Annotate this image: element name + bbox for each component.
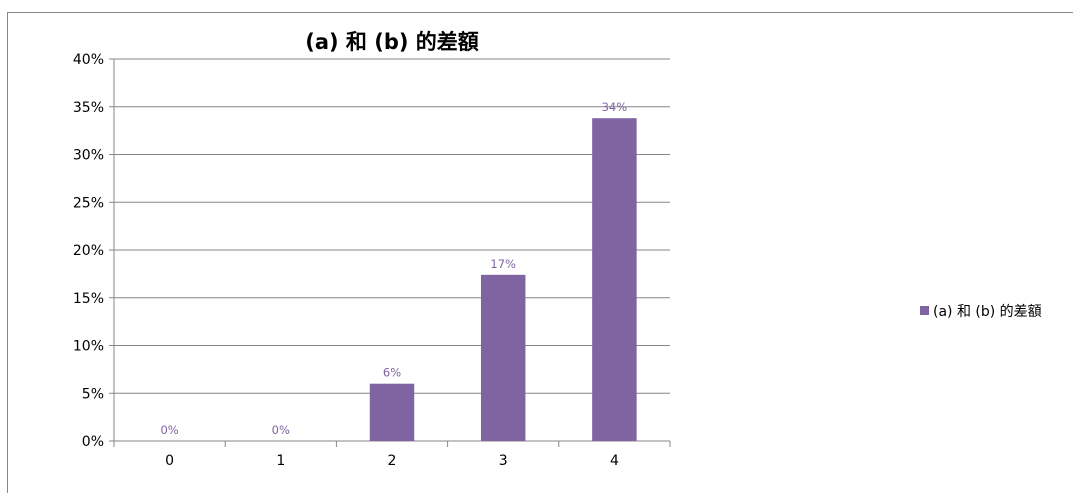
x-tick-label: 2 [388, 453, 397, 469]
y-tick-label: 30% [73, 148, 104, 164]
bar [592, 118, 637, 442]
x-tick-label: 0 [165, 453, 174, 469]
y-tick-label: 15% [73, 291, 104, 307]
y-tick-label: 25% [73, 195, 104, 211]
x-axis-ticks: 0 1 2 3 4 [165, 453, 619, 469]
y-tick-label: 10% [73, 339, 104, 355]
data-label: 17% [490, 257, 516, 271]
chart-title: (a) 和 (b) 的差額 [305, 30, 479, 54]
data-label: 34% [602, 100, 628, 114]
y-tick-label: 20% [73, 243, 104, 259]
axes [109, 58, 671, 447]
legend-label: (a) 和 (b) 的差額 [933, 304, 1042, 320]
y-tick-label: 5% [82, 386, 104, 402]
legend: (a) 和 (b) 的差額 [920, 304, 1042, 320]
gridlines [114, 58, 670, 394]
x-tick-label: 3 [499, 453, 508, 469]
data-label: 0% [160, 423, 178, 437]
y-tick-label: 0% [82, 434, 104, 450]
x-tick-label: 4 [610, 453, 619, 469]
bar [369, 383, 415, 441]
y-tick-label: 35% [73, 100, 104, 116]
data-label: 6% [383, 366, 401, 380]
chart-frame [7, 12, 1073, 493]
y-axis-ticks: 0% 5% 10% 15% 20% 25% 30% 35% 40% [73, 52, 104, 450]
bar [480, 274, 526, 441]
legend-swatch [920, 306, 929, 315]
x-tick-label: 1 [276, 453, 285, 469]
y-tick-label: 40% [73, 52, 104, 68]
data-label: 0% [272, 423, 290, 437]
data-labels: 0% 0% 6% 17% 34% [160, 100, 627, 437]
bars [369, 118, 637, 442]
